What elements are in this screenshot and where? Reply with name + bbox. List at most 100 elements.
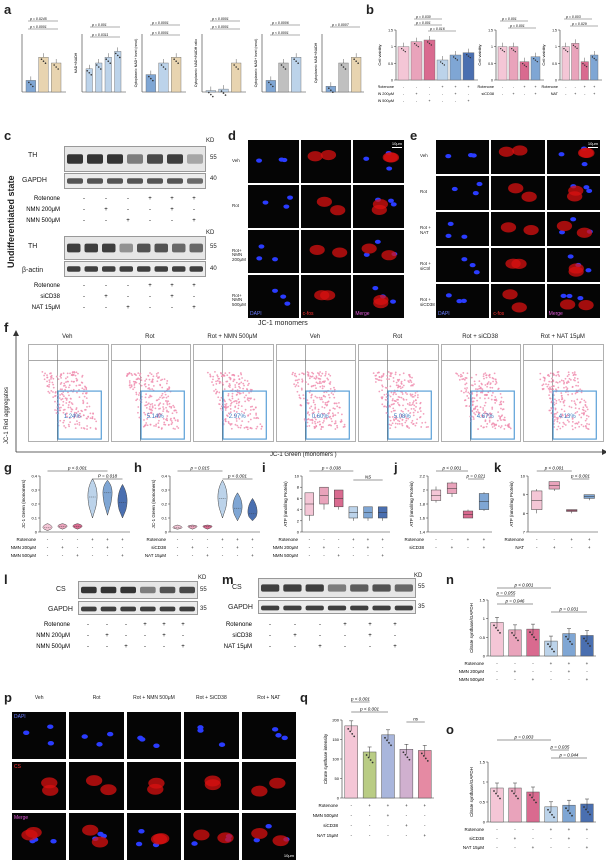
blot-band [87,178,103,184]
flow-event [327,394,330,396]
nucleus [136,735,144,741]
flow-event [315,375,317,378]
data-point [567,638,569,640]
treatment-sign: + [170,283,174,289]
flow-event [310,396,312,399]
treatment-row-label: NMN 200μM [459,669,485,674]
y-tick-label: 1 [483,780,486,785]
treatment-row-label: Rotenone [278,537,298,542]
flow-event [543,376,545,379]
flow-event [177,427,179,429]
blot-band [305,605,324,611]
data-point [513,634,515,637]
flow-event [415,399,418,401]
flow-event [335,405,338,408]
flow-event [307,372,310,374]
image-col-label: Rot + NAT [257,695,281,701]
blot-band [189,266,203,272]
treatment-sign: - [177,553,179,558]
flow-event [132,380,135,383]
flow-event [382,373,385,376]
flow-event [129,372,132,375]
flow-plot-scatter: 0.60% [276,345,356,441]
flow-event [162,396,165,399]
panel-letter-c: c [4,128,12,143]
blot-band [189,243,203,253]
treatment-sign: + [143,622,147,628]
treatment-sign: - [83,305,85,311]
panel-a-dot [344,68,347,70]
image-row-label: Rot + siCtrl [420,261,431,271]
flow-event [217,396,220,399]
flow-event [566,388,569,391]
y-tick-label: 1 [483,616,486,621]
flow-event [327,424,330,427]
y-tick-label: 0 [391,79,393,83]
flow-event [586,406,589,409]
flow-event [175,411,178,414]
flow-event [491,408,493,410]
treatment-sign: - [571,545,573,550]
flow-event [322,395,325,398]
flow-event [253,408,256,411]
treatment-row-label: Rotenone [542,85,558,89]
flow-event [475,410,478,413]
nucleus [258,244,265,249]
flow-event [558,398,561,401]
panel-a-dot [114,52,117,55]
y-axis-label: Cell viability [477,44,482,65]
flow-event [457,374,460,377]
flow-event [238,401,240,404]
flow-event [314,418,317,421]
flow-event [490,423,493,426]
micrograph-red [501,222,540,236]
flow-event [559,416,562,419]
cytoplasm [331,247,347,258]
micrograph-dapi [81,731,114,747]
flow-event [390,391,393,394]
treatment-sign: + [588,545,591,550]
violin [42,523,53,531]
micrograph-merge [135,828,170,847]
flow-event [467,391,470,394]
flow-event [425,426,428,429]
flow-event [392,398,395,400]
treatment-sign: - [369,833,371,838]
blot-band [81,586,97,594]
flow-event [75,377,78,380]
nucleus [461,257,468,262]
flow-event [89,412,92,415]
nucleus [50,838,57,844]
nucleus [388,198,395,203]
flow-event [576,410,579,413]
flow-event [386,378,389,380]
flow-event [163,423,166,426]
flow-event [405,419,408,422]
flow-event [313,384,316,387]
flow-event [235,420,238,422]
flow-event [319,428,322,430]
flow-event [324,371,327,373]
blot-band [100,606,117,612]
nucleus [274,733,282,738]
flow-event [485,412,487,415]
flow-event [62,409,65,411]
cytoplasm [511,258,527,269]
data-point [351,732,354,735]
y-tick-label: 1 [391,45,393,49]
flow-event [43,378,46,381]
flow-event [564,399,566,402]
flow-event [125,375,128,377]
treatment-sign: + [387,803,390,808]
flow-event [311,418,313,421]
panel-b-pvalue: p = 0.001 [501,17,517,21]
flow-event [173,428,176,430]
flow-event [167,410,169,413]
treatment-sign: + [514,669,517,674]
flow-event [496,419,499,422]
panel-a-dot [40,58,43,60]
micrograph-red [146,778,165,796]
blot-band [172,243,186,253]
flow-plot-title: Rot [392,334,403,340]
flow-event [327,412,330,415]
